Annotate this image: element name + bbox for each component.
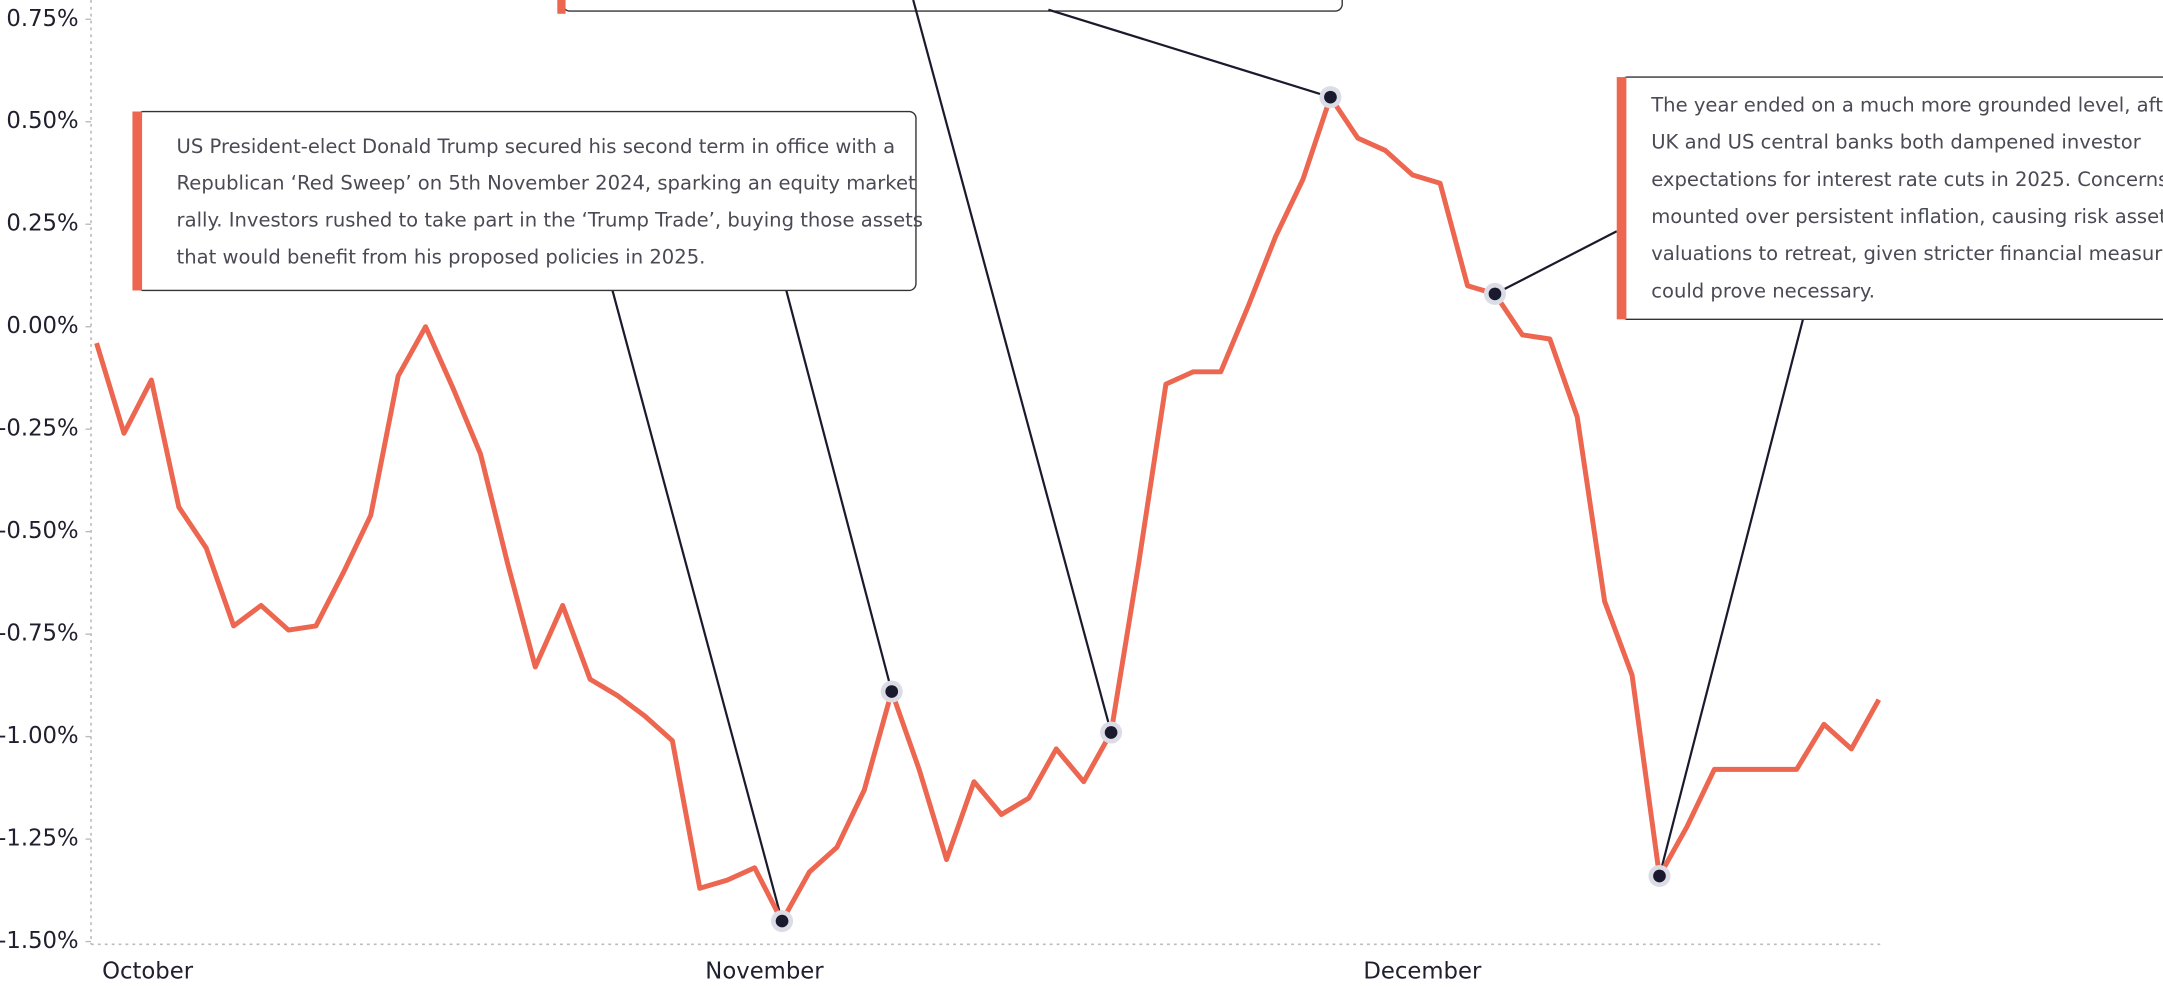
x-tick-label: November <box>705 958 824 984</box>
callout-bar <box>132 111 143 291</box>
line <box>94 94 1882 924</box>
y-tick-label: -1.00% <box>0 723 79 749</box>
point <box>775 914 789 928</box>
leader-line <box>785 290 893 692</box>
callout-text: Republican ‘Red Sweep’ on 5th November 2… <box>177 172 916 195</box>
callout-text: expectations for interest rate cuts in 2… <box>1651 168 2163 191</box>
notes: US President-elect Donald Trump secured … <box>177 94 2163 303</box>
callout-text: UK and US central banks both dampened in… <box>1651 131 2141 154</box>
leader-line <box>611 290 784 922</box>
point <box>1324 90 1337 104</box>
callout-text: that would benefit from his proposed pol… <box>177 245 706 268</box>
point <box>1104 726 1118 739</box>
point <box>885 685 899 698</box>
y-tick-label: -0.25% <box>0 416 79 442</box>
plot: -1.50% -1.25% -1.00% -0.75% -0.50% -0.25% 0.00… <box>0 6 1882 984</box>
leader-line <box>912 0 1113 733</box>
callout-text: mounted over persistent inflation, causi… <box>1651 205 2163 228</box>
y-tick-label: -0.50% <box>0 518 79 544</box>
callout-text: could prove necessary. <box>1651 279 1875 302</box>
callout-text: US President-elect Donald Trump secured … <box>177 135 896 158</box>
y-tick-label: -1.25% <box>0 826 79 852</box>
y-tick-label: 0.50% <box>6 108 78 134</box>
markers <box>771 86 1671 933</box>
y-tick-label: -1.50% <box>0 928 79 954</box>
point <box>1653 869 1666 883</box>
leader-line <box>1658 319 1805 877</box>
y-tick-label: 0.25% <box>6 211 78 237</box>
callout-text: valuations to retreat, given stricter fi… <box>1651 242 2163 265</box>
leaders <box>611 0 1805 922</box>
y-tick-label: -0.75% <box>0 621 79 647</box>
leader-line <box>1494 230 1618 295</box>
callout-box <box>562 0 1343 12</box>
x-tick-label: October <box>102 958 194 984</box>
callout-bar <box>1616 77 1627 320</box>
callout-text: rally. Investors rushed to take part in … <box>177 209 923 232</box>
callout-bar <box>557 0 566 14</box>
x-tick-label: December <box>1363 958 1482 984</box>
leader-line <box>1048 8 1331 99</box>
y-tick-label: 0.75% <box>6 6 78 32</box>
callout-text: The year ended on a much more grounded l… <box>1650 94 2163 117</box>
point <box>1488 287 1502 301</box>
y-tick-label: 0.00% <box>6 313 78 339</box>
